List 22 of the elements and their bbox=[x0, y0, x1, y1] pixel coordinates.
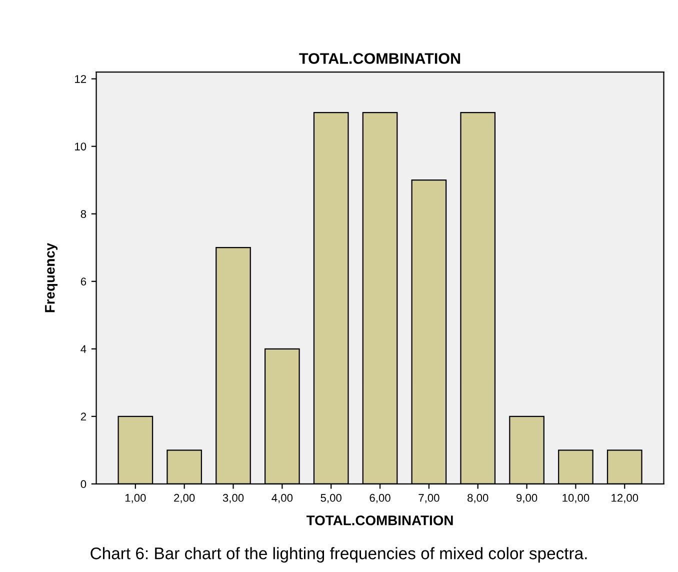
chart-title: TOTAL.COMBINATION bbox=[299, 53, 460, 64]
y-tick-label: 4 bbox=[80, 345, 86, 353]
x-tick-label: 6,00 bbox=[370, 494, 390, 504]
x-tick-label: 2,00 bbox=[174, 494, 195, 504]
x-tick-label: 1,00 bbox=[125, 494, 146, 504]
x-tick-label: 9,00 bbox=[516, 494, 538, 504]
x-tick-label: 5,00 bbox=[320, 494, 342, 504]
x-tick-label: 8,00 bbox=[468, 494, 488, 504]
y-axis-title: Frequency bbox=[45, 242, 58, 312]
y-tick-label: 6 bbox=[80, 278, 86, 286]
y-tick-label: 10 bbox=[75, 142, 86, 150]
x-tick-label: 7,00 bbox=[418, 494, 440, 504]
x-tick-label: 3,00 bbox=[222, 494, 244, 504]
caption: Chart 6: Bar chart of the lighting frequencies of mixed color spectra. bbox=[90, 547, 587, 563]
x-tick-label: 4,00 bbox=[272, 494, 293, 504]
y-tick-label: 12 bbox=[75, 75, 86, 83]
x-axis-title: TOTAL.COMBINATION bbox=[306, 515, 453, 526]
y-tick-label: 8 bbox=[80, 210, 86, 218]
x-tick-label: 10,00 bbox=[562, 494, 590, 504]
y-tick-label: 0 bbox=[80, 480, 86, 488]
x-tick-label: 12,00 bbox=[612, 494, 638, 504]
y-tick-label: 2 bbox=[80, 412, 86, 420]
